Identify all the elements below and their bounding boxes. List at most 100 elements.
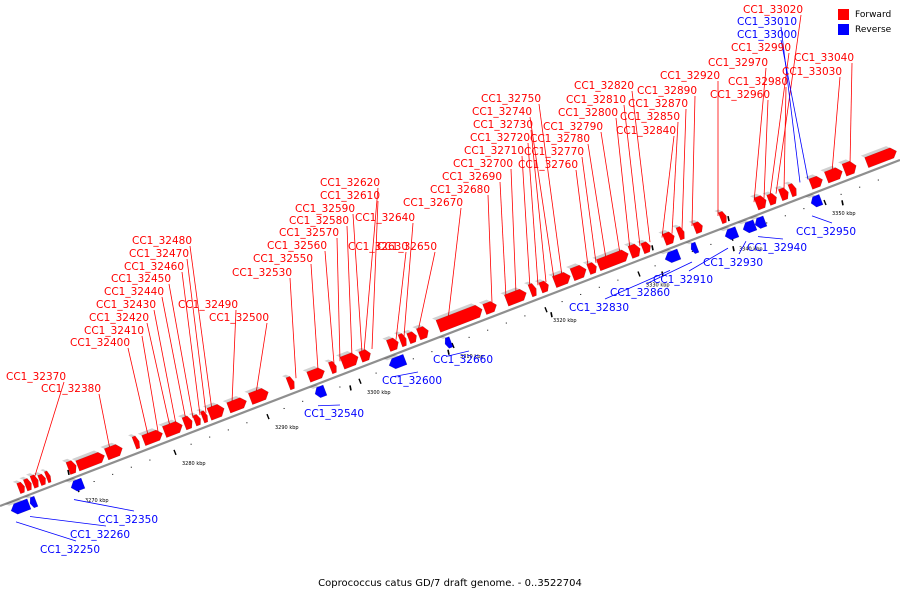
leader-line (527, 142, 539, 286)
forward-gene (402, 329, 417, 345)
gene-body (824, 167, 843, 184)
leader-line (445, 350, 470, 357)
gene-shade (128, 434, 136, 438)
gene-shade (719, 226, 731, 232)
gene-body (29, 474, 39, 489)
gene-label-CC1_32720: CC1_32720 (470, 132, 530, 144)
gene-shade (566, 263, 580, 269)
leader-line (530, 129, 547, 283)
leader-line (447, 207, 462, 320)
gene-body (104, 444, 123, 461)
forward-gene (203, 402, 225, 421)
leader-line (753, 67, 767, 203)
gene-shade (548, 270, 564, 277)
minor-tick (859, 186, 861, 188)
leader-line (538, 103, 563, 276)
forward-gene (500, 287, 527, 307)
leader-line (631, 90, 651, 243)
leaders-layer (15, 14, 853, 542)
gene-body (527, 283, 537, 298)
gene-shade (158, 419, 176, 427)
reverse-gene (685, 241, 700, 254)
leader-line (688, 247, 729, 272)
gene-label-CC1_32570: CC1_32570 (279, 227, 339, 239)
gene-shade (432, 303, 476, 321)
gene-body (766, 192, 777, 206)
gene-shade (750, 193, 761, 198)
tick-label: 3320 kbp (553, 318, 577, 324)
gene-shade (33, 472, 42, 476)
tick-label: 3350 kbp (832, 211, 856, 217)
gene-body (306, 367, 325, 383)
gene-label-CC1_32380: CC1_32380 (41, 383, 101, 395)
gene-body (10, 498, 32, 515)
gene-body (787, 183, 797, 198)
leader-line (289, 277, 297, 379)
forward-gene (566, 263, 587, 282)
minor-tick (468, 336, 470, 338)
gene-label-CC1_32260: CC1_32260 (70, 529, 130, 541)
gene-label-CC1_32400: CC1_32400 (70, 337, 130, 349)
leader-line (691, 95, 696, 226)
marker (727, 215, 730, 222)
gene-body (16, 481, 25, 495)
major-tick (451, 342, 455, 349)
reverse-gene (383, 353, 408, 370)
gene-body (406, 331, 417, 345)
gene-label-CC1_32640: CC1_32640 (355, 212, 415, 224)
forward-gene (774, 185, 789, 202)
gene-body (692, 221, 703, 235)
forward-gene (196, 408, 209, 424)
forward-gene (784, 181, 797, 198)
gene-body (314, 384, 328, 398)
leader-line (317, 404, 341, 407)
forward-gene (26, 473, 39, 489)
forward-gene (714, 209, 727, 225)
minor-tick (149, 459, 151, 461)
genes-layer (5, 146, 897, 515)
leader-line (661, 135, 675, 238)
forward-gene (244, 386, 269, 405)
gene-body (718, 210, 727, 225)
gene-shade (40, 469, 47, 472)
gene-body (586, 262, 597, 275)
gene-label-CC1_32580: CC1_32580 (289, 215, 349, 227)
forward-gene (33, 472, 46, 486)
gene-shade (324, 359, 333, 363)
leader-line (763, 99, 769, 199)
legend-forward: Forward (838, 7, 891, 22)
gene-label-CC1_32410: CC1_32410 (84, 325, 144, 337)
gene-label-CC1_32430: CC1_32430 (96, 299, 156, 311)
reverse-swatch (838, 24, 849, 35)
legend-reverse-label: Reverse (855, 24, 892, 35)
gene-label-CC1_32950: CC1_32950 (796, 226, 856, 238)
gene-body (808, 175, 823, 190)
gene-label-CC1_32480: CC1_32480 (132, 235, 192, 247)
leader-line (161, 296, 187, 421)
gene-shade (672, 224, 680, 228)
reverse-gene (309, 384, 328, 398)
minor-tick (654, 265, 656, 267)
forward-gene (382, 336, 399, 352)
reverse-gene (24, 495, 39, 509)
gene-body (70, 477, 86, 492)
tick-label: 3340 kbp (739, 247, 763, 253)
reverse-gene (659, 248, 682, 263)
gene-shade (71, 450, 98, 461)
leader-line (186, 258, 207, 413)
gene-body (226, 397, 247, 414)
gene-label-CC1_32610: CC1_32610 (320, 190, 380, 202)
forward-gene (178, 414, 193, 431)
minor-tick (190, 443, 192, 445)
gene-label-CC1_32840: CC1_32840 (616, 125, 676, 137)
gene-label-CC1_32370: CC1_32370 (6, 371, 66, 383)
gene-shade (688, 219, 698, 224)
marker (651, 245, 654, 251)
gene-label-CC1_32940: CC1_32940 (747, 242, 807, 254)
forward-gene (354, 347, 371, 363)
gene-shade (26, 473, 34, 477)
minor-tick (617, 279, 619, 281)
leader-line (168, 283, 194, 418)
leader-line (623, 104, 641, 247)
minor-tick (302, 400, 304, 402)
